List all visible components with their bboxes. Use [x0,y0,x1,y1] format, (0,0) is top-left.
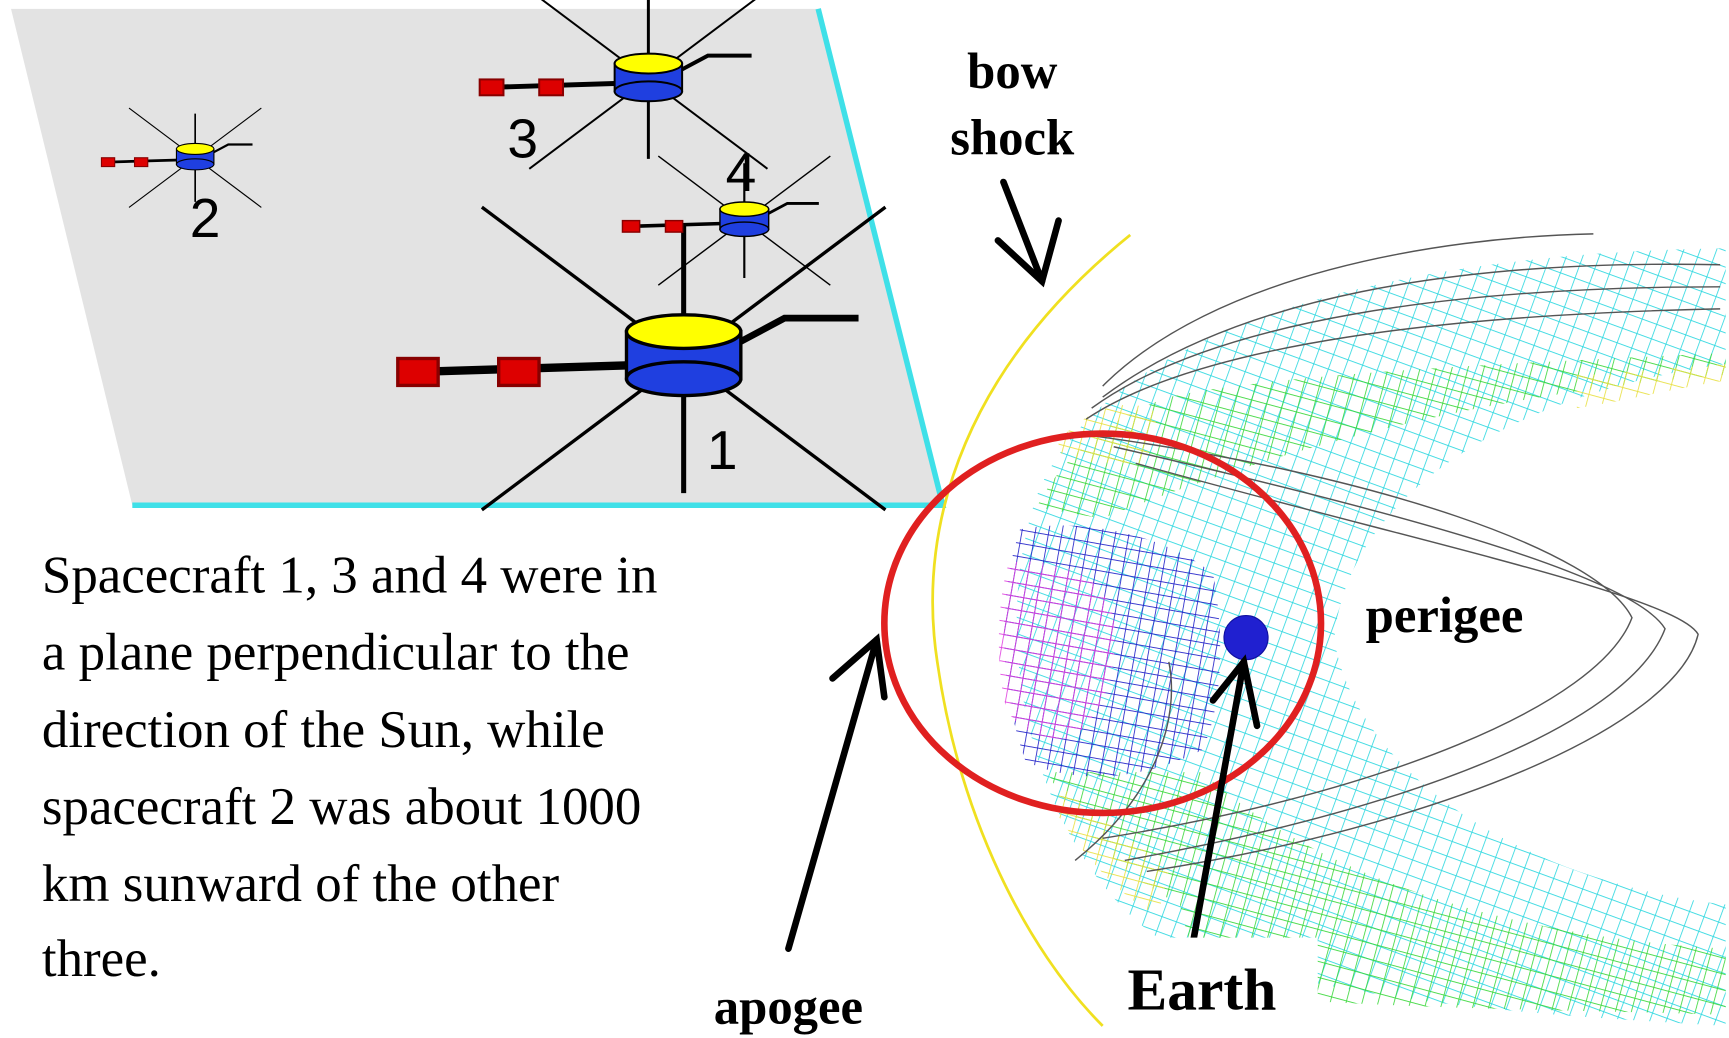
spacecraft-label: 3 [507,108,538,170]
caption-line: direction of the Sun, while [42,701,605,759]
caption-line: three. [42,930,161,988]
caption-line: spacecraft 2 was about 1000 [42,778,641,836]
plane [11,9,943,505]
earth [1224,616,1268,660]
spacecraft-label: 4 [726,141,757,203]
page: {"spacecraft": [{"label": "1"}, {"label"… [0,0,1729,1038]
spacecraft-label: 2 [190,187,221,249]
spacecraft-label: 1 [707,419,738,481]
caption-line: a plane perpendicular to the [42,624,630,682]
perigee-label: perigee [1366,587,1524,643]
bow-shock-label: bow [967,43,1058,99]
caption-line: km sunward of the other [42,855,560,913]
apogee-label: apogee [714,979,863,1035]
caption: Spacecraft 1, 3 and 4 were in a plane pe… [42,546,671,988]
diagram: 1 2 3 4 Spacecraft 1, 3 and 4 were in a … [0,0,1729,1038]
earth-label: Earth [1127,956,1276,1022]
caption-line: Spacecraft 1, 3 and 4 were in [42,546,658,604]
bow-shock-label: shock [950,109,1075,165]
